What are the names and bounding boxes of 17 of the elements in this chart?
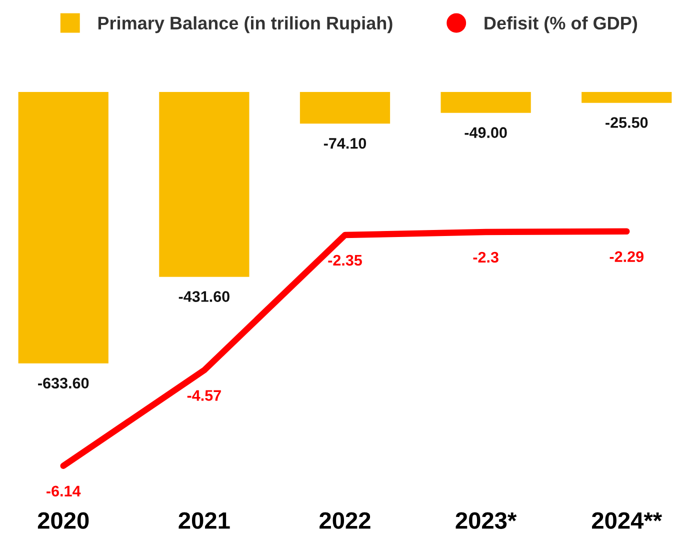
data-label: -6.14 [46, 486, 81, 497]
x-tick-label: 2020 [38, 512, 89, 529]
data-label: -49.00 [464, 127, 507, 138]
data-label: -633.60 [38, 378, 89, 389]
x-tick-label: 2022 [320, 512, 370, 529]
data-label: -74.10 [324, 138, 366, 149]
data-label: -4.57 [187, 390, 221, 401]
data-label: -2.35 [328, 254, 362, 266]
data-label: -25.50 [606, 117, 648, 128]
data-label: -2.3 [473, 252, 498, 263]
x-tick-label: 2024** [592, 512, 662, 529]
x-tick-label: 2023* [456, 512, 517, 529]
data-label: -2.29 [610, 251, 644, 262]
data-label: -431.60 [178, 291, 230, 302]
legend-label: Primary Balance (in trilion Rupiah) [98, 16, 392, 34]
legend-label: Defisit (% of GDP) [484, 16, 638, 34]
x-tick-label: 2021 [178, 512, 230, 529]
